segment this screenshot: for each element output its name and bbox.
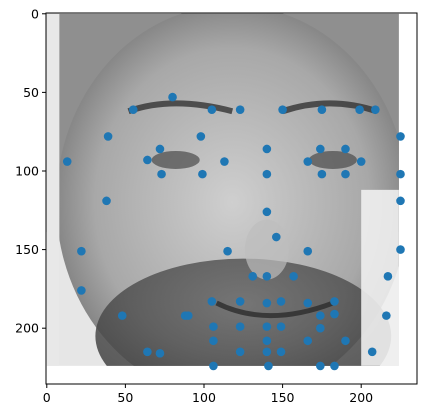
scatter-point — [383, 272, 393, 281]
y-tick-label: 150 — [15, 242, 39, 257]
scatter-point — [168, 92, 177, 102]
scatter-point — [396, 196, 405, 206]
y-tick-label: 50 — [23, 85, 39, 100]
scatter-point — [235, 105, 245, 114]
scatter-point — [356, 157, 366, 166]
scatter-point — [207, 297, 217, 306]
x-tick-label: 200 — [349, 390, 373, 405]
axes-frame — [45, 12, 418, 385]
x-tick-label: 150 — [271, 390, 295, 405]
scatter-point — [276, 322, 286, 331]
scatter-point — [143, 347, 152, 357]
scatter-point — [235, 297, 245, 306]
scatter-point — [341, 336, 350, 346]
x-axis: 0 50 100 150 200 — [43, 384, 373, 405]
x-tick-label: 100 — [192, 390, 216, 405]
scatter-point — [262, 347, 272, 357]
scatter-point — [330, 297, 339, 306]
scatter-point — [209, 336, 218, 346]
scatter-point — [223, 246, 232, 256]
scatter-point — [143, 155, 152, 165]
y-tick-label: 200 — [15, 321, 39, 336]
scatter-point — [262, 272, 272, 281]
scatter-point — [330, 309, 339, 319]
scatter-point — [316, 361, 325, 371]
scatter-point — [196, 132, 206, 141]
y-tick-label: 0 — [31, 6, 39, 21]
scatter-point — [289, 272, 298, 281]
scatter-point — [278, 105, 287, 114]
scatter-point — [276, 347, 286, 357]
scatter-point — [262, 336, 272, 346]
scatter-point — [317, 105, 327, 114]
scatter-point — [157, 169, 166, 179]
y-axis: 0 50 100 150 200 — [15, 6, 46, 336]
y-tick-label: 100 — [15, 163, 39, 178]
scatter-point — [77, 286, 86, 295]
scatter-point — [316, 144, 325, 154]
scatter-point — [209, 361, 218, 371]
scatter-point — [117, 311, 127, 320]
face-photo-image — [46, 13, 399, 366]
scatter-point — [102, 196, 111, 206]
scatter-point — [77, 246, 86, 256]
scatter-point — [264, 361, 273, 371]
scatter-point — [341, 144, 350, 154]
scatter-point — [235, 347, 245, 357]
scatter-point — [317, 169, 327, 179]
scatter-point — [262, 207, 272, 217]
scatter-point — [155, 349, 165, 358]
scatter-point — [262, 169, 272, 179]
x-tick-label: 0 — [43, 390, 51, 405]
scatter-point — [371, 105, 380, 114]
scatter-point — [183, 311, 193, 320]
scatter-point — [262, 298, 272, 308]
scatter-point — [303, 157, 313, 166]
scatter-point — [262, 144, 272, 154]
scatter-point — [207, 105, 217, 114]
scatter-point — [316, 323, 325, 333]
scatter-point — [330, 361, 339, 371]
scatter-point — [272, 232, 281, 242]
scatter-point — [103, 132, 113, 141]
scatter-point — [248, 272, 258, 281]
scatter-point — [396, 245, 405, 254]
scatter-point — [303, 336, 313, 346]
scatter-point — [262, 322, 272, 331]
scatter-points — [62, 92, 405, 371]
scatter-point — [341, 169, 350, 179]
scatter-point — [155, 144, 165, 154]
scatter-point — [276, 297, 286, 306]
scatter-point — [62, 157, 72, 166]
scatter-point — [355, 105, 364, 114]
scatter-point — [198, 169, 207, 179]
scatter-point — [303, 298, 313, 308]
scatter-point — [209, 322, 218, 331]
scatter-point — [303, 246, 313, 256]
scatter-point — [316, 311, 325, 320]
scatter-point — [367, 347, 377, 357]
scatter-point — [396, 132, 405, 141]
scatter-point — [128, 105, 138, 114]
scatter-point — [382, 311, 391, 320]
scatter-point — [396, 169, 405, 179]
scatter-point — [235, 322, 245, 331]
scatter-point — [220, 157, 229, 166]
x-tick-label: 50 — [117, 390, 133, 405]
